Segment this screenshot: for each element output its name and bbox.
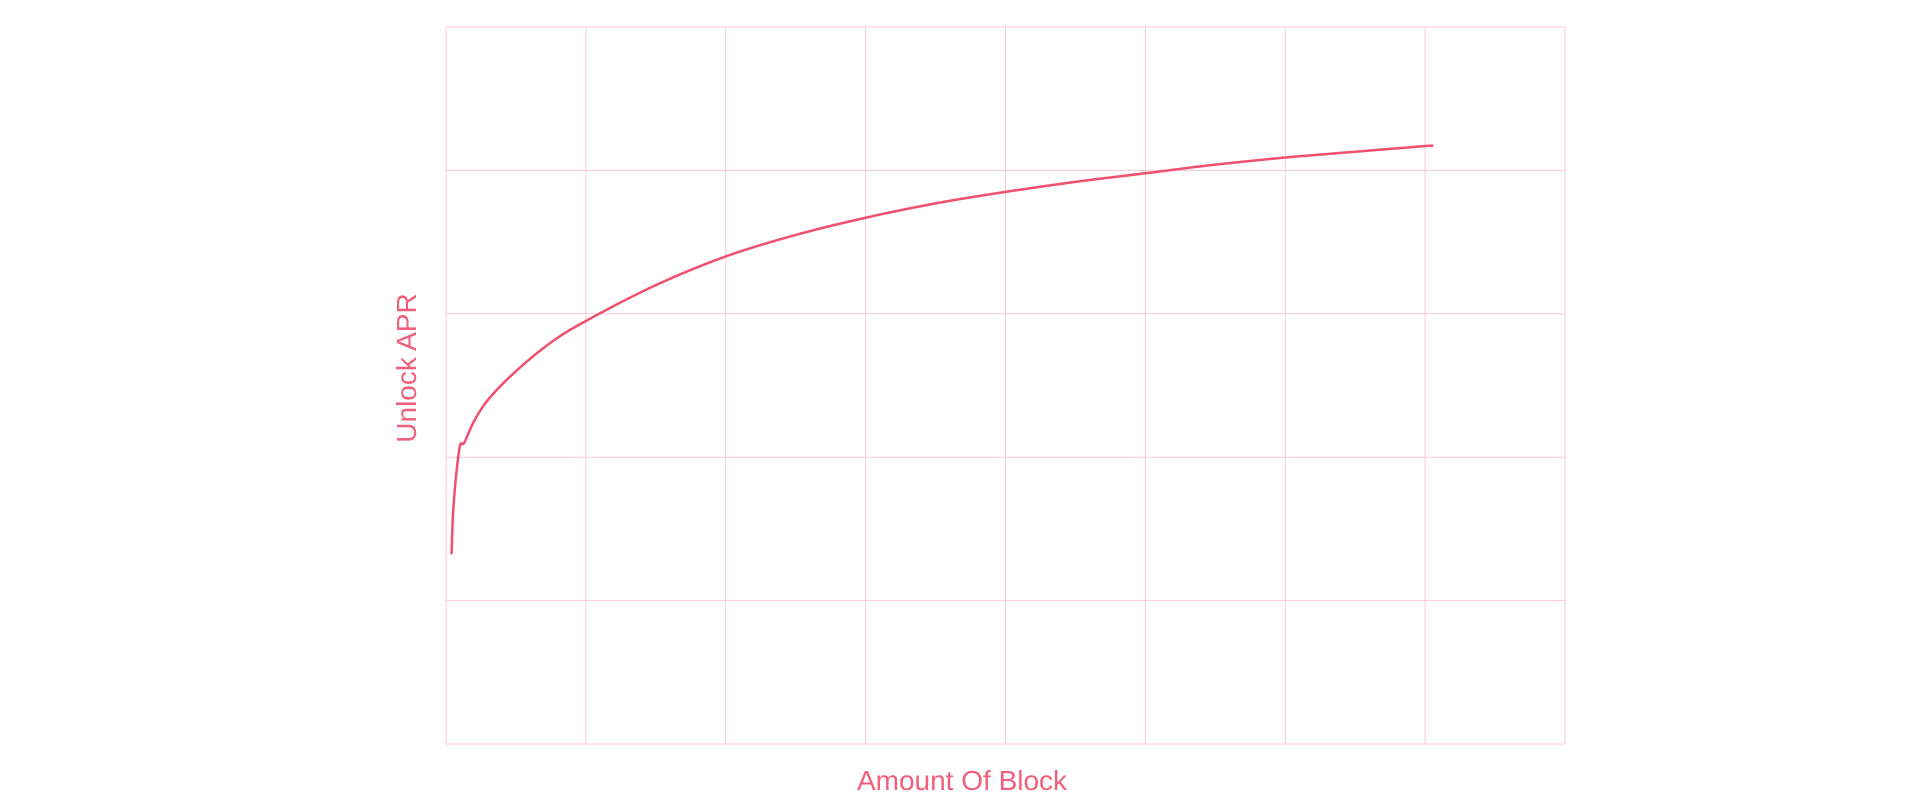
series-line [450, 144, 1434, 555]
grid [445, 26, 1566, 745]
y-axis-label: Unlock APR [391, 293, 422, 442]
x-axis-label: Amount Of Block [857, 765, 1068, 796]
